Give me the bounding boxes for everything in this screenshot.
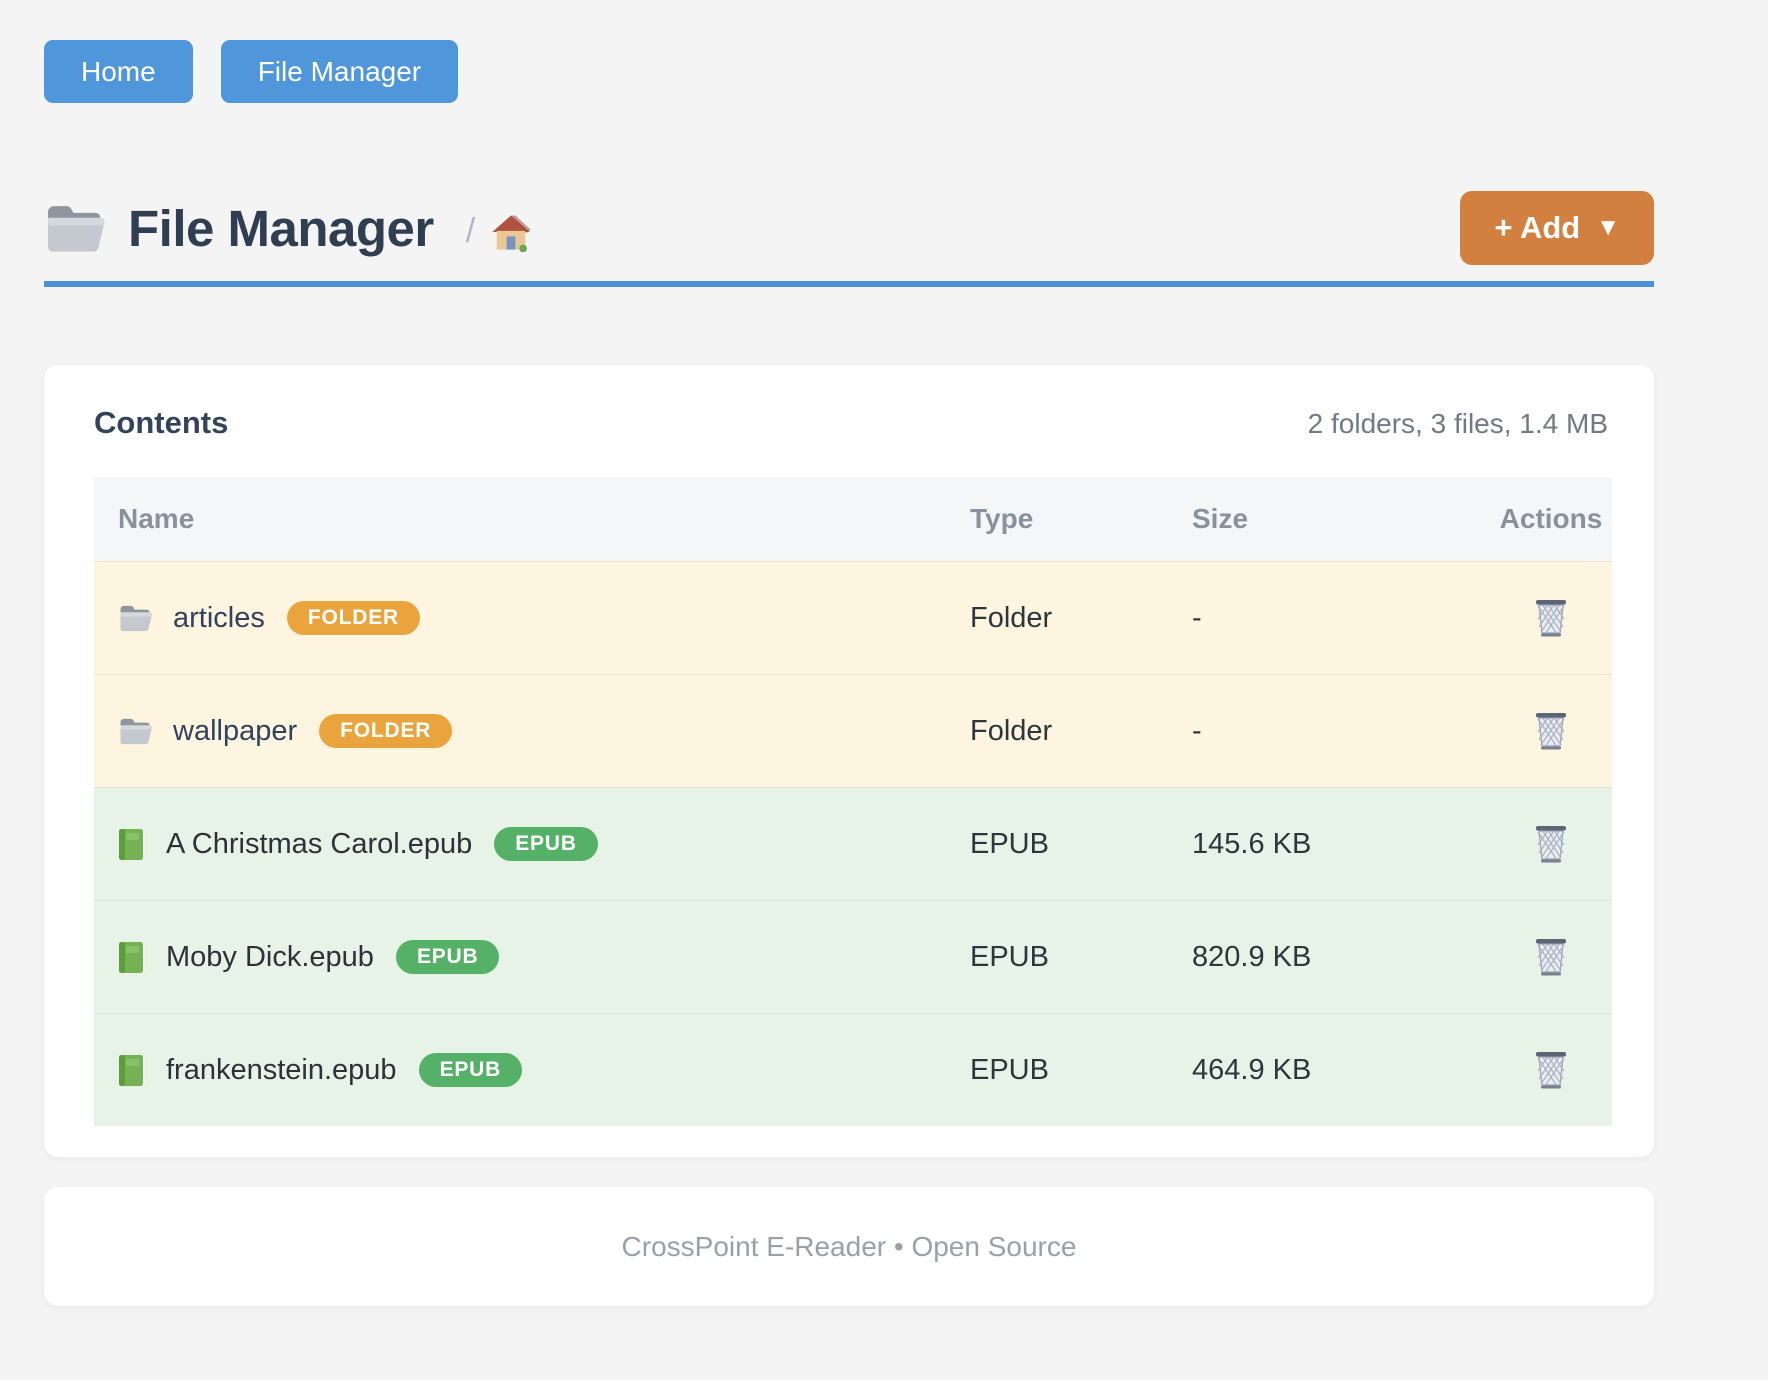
file-manager-button[interactable]: File Manager bbox=[220, 40, 459, 103]
table-header-row: Name Type Size Actions bbox=[94, 477, 1612, 561]
file-type: Folder bbox=[970, 601, 1053, 634]
column-header-name: Name bbox=[118, 503, 195, 534]
delete-button[interactable] bbox=[1529, 931, 1573, 984]
add-button-label: + Add bbox=[1494, 210, 1581, 245]
epub-badge: EPUB bbox=[418, 1053, 523, 1087]
caret-down-icon: ▼ bbox=[1596, 214, 1620, 241]
contents-summary: 2 folders, 3 files, 1.4 MB bbox=[1307, 408, 1608, 439]
folder-icon bbox=[120, 605, 152, 632]
footer-card: CrossPoint E-Reader • Open Source bbox=[44, 1187, 1654, 1306]
page-container: Home File Manager File Manager / + Add ▼… bbox=[44, 0, 1654, 1306]
home-button[interactable]: Home bbox=[44, 40, 193, 103]
contents-title: Contents bbox=[94, 405, 229, 440]
file-size: - bbox=[1192, 601, 1202, 634]
column-header-size: Size bbox=[1192, 503, 1249, 534]
folder-icon bbox=[48, 206, 105, 252]
home-icon[interactable] bbox=[489, 212, 533, 252]
file-size: - bbox=[1192, 714, 1202, 747]
contents-card: Contents 2 folders, 3 files, 1.4 MB Name… bbox=[44, 365, 1654, 1157]
file-size: 820.9 KB bbox=[1192, 940, 1312, 973]
trash-icon bbox=[1535, 1050, 1567, 1089]
delete-button[interactable] bbox=[1529, 705, 1573, 758]
file-size: 464.9 KB bbox=[1192, 1053, 1312, 1086]
file-name-link[interactable]: A Christmas Carol.epub bbox=[166, 827, 473, 860]
delete-button[interactable] bbox=[1529, 1044, 1573, 1097]
folder-icon bbox=[120, 718, 152, 745]
epub-badge: EPUB bbox=[395, 940, 500, 974]
contents-card-header: Contents 2 folders, 3 files, 1.4 MB bbox=[94, 405, 1608, 441]
delete-button[interactable] bbox=[1529, 592, 1573, 645]
table-row[interactable]: Moby Dick.epub EPUB EPUB 820.9 KB bbox=[94, 900, 1612, 1013]
book-icon bbox=[119, 828, 145, 860]
trash-icon bbox=[1535, 598, 1567, 637]
breadcrumb-separator: / bbox=[465, 211, 476, 250]
file-type: EPUB bbox=[970, 1053, 1049, 1086]
folder-badge: FOLDER bbox=[319, 714, 453, 748]
table-row[interactable]: wallpaper FOLDER Folder - bbox=[94, 674, 1612, 787]
column-header-actions: Actions bbox=[1499, 503, 1603, 534]
file-type: Folder bbox=[970, 714, 1053, 747]
trash-icon bbox=[1535, 824, 1567, 863]
table-row[interactable]: A Christmas Carol.epub EPUB EPUB 145.6 K… bbox=[94, 787, 1612, 900]
epub-badge: EPUB bbox=[494, 827, 598, 861]
file-size: 145.6 KB bbox=[1192, 827, 1312, 860]
top-nav: Home File Manager bbox=[44, 0, 1654, 103]
add-button[interactable]: + Add ▼ bbox=[1460, 191, 1654, 265]
page-title: File Manager bbox=[128, 199, 434, 257]
book-icon bbox=[119, 1054, 145, 1086]
file-name-link[interactable]: articles bbox=[173, 601, 265, 634]
file-type: EPUB bbox=[970, 827, 1049, 860]
file-name-link[interactable]: Moby Dick.epub bbox=[166, 940, 374, 973]
delete-button[interactable] bbox=[1529, 818, 1573, 871]
book-icon bbox=[119, 941, 145, 973]
file-name-link[interactable]: frankenstein.epub bbox=[166, 1053, 397, 1086]
table-row[interactable]: articles FOLDER Folder - bbox=[94, 561, 1612, 674]
folder-badge: FOLDER bbox=[286, 601, 420, 635]
trash-icon bbox=[1535, 711, 1567, 750]
title-divider bbox=[44, 281, 1654, 287]
file-table: Name Type Size Actions articles FOLDER F… bbox=[94, 477, 1612, 1126]
page-header: File Manager / + Add ▼ bbox=[44, 189, 1654, 267]
column-header-type: Type bbox=[970, 503, 1034, 534]
file-type: EPUB bbox=[970, 940, 1049, 973]
table-row[interactable]: frankenstein.epub EPUB EPUB 464.9 KB bbox=[94, 1013, 1612, 1126]
trash-icon bbox=[1535, 937, 1567, 976]
file-name-link[interactable]: wallpaper bbox=[173, 714, 298, 747]
footer-text: CrossPoint E-Reader • Open Source bbox=[621, 1230, 1077, 1262]
